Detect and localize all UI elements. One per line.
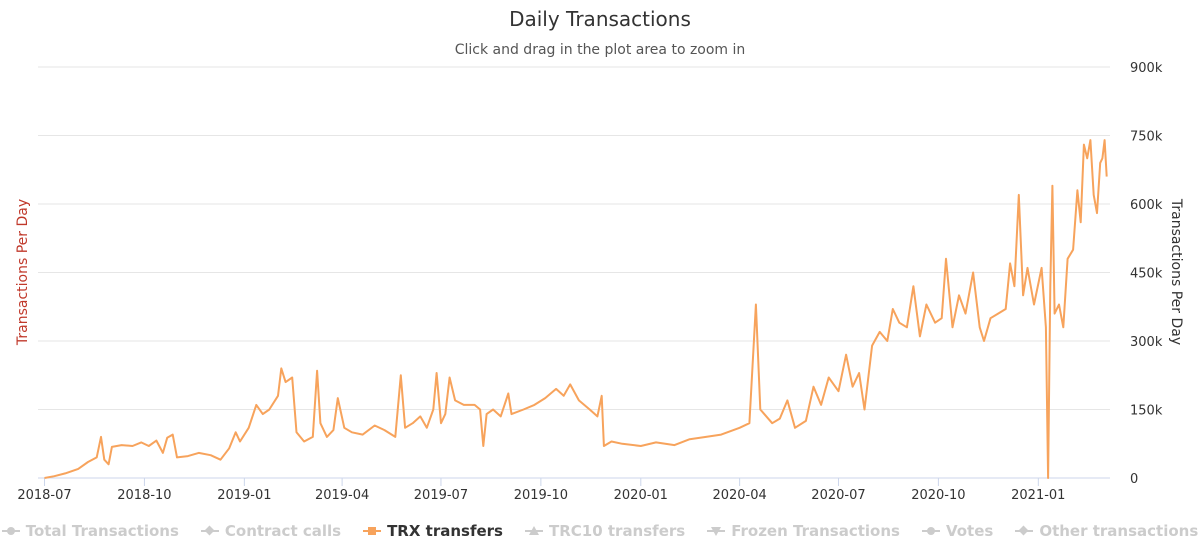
series-group (44, 139, 1108, 479)
x-tick-label: 2020-01 (614, 488, 668, 503)
x-tick-label: 2020-10 (911, 488, 965, 503)
triangle-down-icon (707, 525, 726, 537)
y-tick-label: 900k (1130, 61, 1163, 76)
x-tick-label: 2019-04 (315, 488, 369, 503)
x-tick-label: 2018-10 (117, 488, 171, 503)
x-tick-label: 2018-07 (17, 488, 71, 503)
legend-label: Total Transactions (25, 522, 179, 540)
legend-item-total-transactions[interactable]: Total Transactions (1, 522, 179, 540)
y-tick-label: 0 (1130, 472, 1138, 487)
x-tick-label: 2019-10 (514, 488, 568, 503)
x-axis-ticks: 2018-07 2018-10 2019-01 2019-04 2019-07 2019-… (17, 478, 1065, 503)
legend-item-trx-transfers[interactable]: TRX transfers (363, 522, 503, 540)
y-tick-label: 300k (1130, 335, 1163, 350)
gridlines (38, 66, 1110, 410)
legend-item-other-transactions[interactable]: Other transactions (1015, 522, 1198, 540)
x-tick-label: 2020-04 (712, 488, 766, 503)
legend-item-contract-calls[interactable]: Contract calls (200, 522, 342, 540)
chart-title: Daily Transactions (509, 7, 691, 31)
y-tick-label: 750k (1130, 130, 1163, 145)
legend-label: Other transactions (1039, 522, 1199, 540)
triangle-icon (524, 525, 543, 537)
legend-label: TRC10 transfers (548, 522, 686, 540)
diamond-icon (200, 525, 219, 537)
legend-item-trc10-transfers[interactable]: TRC10 transfers (524, 522, 686, 540)
y-axis-title-right: Transactions Per Day (1168, 198, 1184, 345)
y-axis-title-left: Transactions Per Day (15, 199, 31, 346)
legend-item-frozen-transactions[interactable]: Frozen Transactions (707, 522, 900, 540)
circle-icon (921, 525, 940, 537)
chart-svg[interactable]: Daily Transactions Click and drag in the… (0, 0, 1200, 515)
y-tick-label: 450k (1130, 267, 1163, 282)
series-line-trx-transfers[interactable] (44, 139, 1108, 479)
legend: Total Transactions Contract calls TRX tran… (0, 518, 1200, 544)
x-tick-label: 2019-01 (217, 488, 271, 503)
y-tick-label: 150k (1130, 404, 1163, 419)
y-tick-label: 600k (1130, 198, 1163, 213)
x-tick-label: 2021-01 (1011, 488, 1065, 503)
legend-label: Contract calls (224, 522, 342, 540)
diamond-icon (1015, 525, 1034, 537)
legend-label: Votes (945, 522, 994, 540)
y-axis-ticks: 0 150k 300k 450k 600k 750k 900k (1130, 61, 1163, 487)
circle-icon (1, 525, 20, 537)
legend-label: TRX transfers (387, 522, 503, 540)
square-icon (363, 525, 382, 537)
legend-item-votes[interactable]: Votes (921, 522, 994, 540)
x-tick-label: 2019-07 (414, 488, 468, 503)
legend-label: Frozen Transactions (731, 522, 900, 540)
chart-subtitle: Click and drag in the plot area to zoom … (455, 42, 746, 58)
x-tick-label: 2020-07 (811, 488, 865, 503)
